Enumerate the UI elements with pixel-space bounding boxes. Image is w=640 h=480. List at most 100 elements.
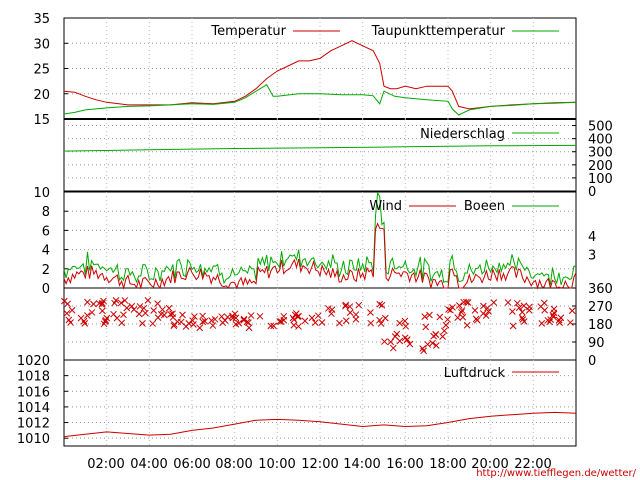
direction-point	[80, 317, 88, 325]
direction-point	[247, 312, 255, 319]
direction-point	[157, 310, 165, 318]
legend-temperatur-label: Temperatur	[210, 24, 286, 39]
direction-point	[538, 320, 546, 327]
time-label: 08:00	[215, 457, 252, 472]
pressure-y-tick: 1012	[17, 417, 50, 432]
direction-point	[219, 319, 227, 327]
direction-point	[224, 313, 231, 321]
time-label: 12:00	[301, 457, 338, 472]
direction-point	[518, 314, 526, 322]
legend-boeen-label: Boeen	[464, 199, 505, 214]
direction-point	[196, 324, 204, 332]
wind-y-tick: 10	[33, 186, 50, 201]
direction-point	[199, 312, 206, 320]
direction-point	[381, 338, 388, 345]
rain-y-tick: 300	[588, 146, 613, 161]
direction-point	[88, 309, 96, 316]
direction-point	[189, 317, 196, 324]
direction-point	[113, 314, 121, 322]
direction-point	[325, 305, 332, 312]
direction-y-tick: 180	[588, 318, 613, 333]
legend-niederschlag-label: Niederschlag	[420, 127, 505, 142]
direction-point	[342, 301, 350, 309]
direction-point	[84, 298, 91, 306]
direction-point	[95, 300, 103, 307]
direction-point	[120, 311, 127, 319]
direction-point	[256, 312, 264, 320]
direction-point	[471, 307, 479, 314]
direction-point	[267, 322, 275, 330]
direction-point	[422, 323, 430, 331]
direction-point	[142, 309, 149, 317]
pressure-y-tick: 1010	[17, 432, 50, 447]
direction-point	[346, 309, 354, 316]
wind-y-tick: 4	[42, 244, 50, 259]
direction-point	[556, 319, 563, 327]
direction-point	[159, 306, 166, 313]
rain-y-tick: 500	[588, 120, 613, 135]
temp-y-tick: 25	[33, 63, 50, 78]
direction-point	[459, 313, 467, 321]
direction-point	[144, 297, 152, 304]
rain-y-tick: 200	[588, 159, 613, 174]
direction-point	[63, 310, 71, 317]
direction-point	[130, 306, 138, 313]
direction-y-tick: 90	[588, 336, 605, 351]
time-label: 22:00	[514, 457, 551, 472]
direction-point	[455, 302, 463, 309]
direction-point	[165, 304, 173, 312]
direction-point	[504, 299, 512, 306]
direction-point	[520, 318, 528, 325]
temp-y-tick: 20	[33, 88, 50, 103]
time-label: 16:00	[386, 457, 423, 472]
legend-luftdruck-label: Luftdruck	[444, 366, 506, 381]
direction-point	[229, 314, 237, 322]
wind-y-tick: 6	[42, 224, 50, 239]
direction-point	[149, 320, 157, 327]
direction-point	[367, 319, 375, 327]
direction-point	[346, 303, 354, 310]
direction-point	[439, 333, 446, 340]
direction-point	[328, 306, 336, 314]
time-label: 04:00	[130, 457, 167, 472]
time-label: 18:00	[429, 457, 466, 472]
direction-point	[111, 299, 118, 307]
direction-point	[555, 316, 563, 324]
direction-point	[472, 315, 480, 323]
direction-point	[367, 309, 374, 316]
pressure-y-tick: 1020	[17, 354, 50, 369]
pressure-series-0-line	[63, 411, 577, 438]
direction-point	[509, 308, 516, 315]
direction-point	[128, 302, 136, 310]
direction-point	[208, 317, 215, 324]
direction-point	[442, 321, 450, 329]
direction-point	[526, 303, 533, 311]
direction-point	[292, 310, 300, 317]
direction-point	[336, 319, 343, 327]
direction-point	[567, 319, 574, 326]
direction-y-tick: 270	[588, 300, 613, 315]
direction-point	[518, 308, 526, 316]
direction-point	[83, 312, 91, 319]
direction-point	[454, 314, 462, 321]
wind-gust-line	[63, 191, 577, 286]
direction-point	[463, 298, 470, 306]
direction-point	[290, 316, 298, 324]
direction-point	[376, 300, 384, 308]
direction-point	[568, 307, 576, 315]
direction-point	[170, 322, 178, 330]
direction-point	[136, 303, 144, 310]
time-label: 06:00	[173, 457, 210, 472]
direction-point	[64, 300, 71, 308]
direction-point	[515, 304, 523, 312]
direction-point	[179, 311, 186, 319]
direction-point	[117, 299, 125, 307]
direction-point	[449, 304, 456, 311]
direction-point	[103, 314, 111, 322]
direction-point	[290, 321, 298, 329]
rain-y-tick: 0	[588, 185, 596, 200]
direction-point	[544, 316, 552, 324]
direction-point	[393, 330, 401, 338]
credit-link[interactable]: http://www.tiefflegen.de/wetter/	[476, 468, 636, 479]
